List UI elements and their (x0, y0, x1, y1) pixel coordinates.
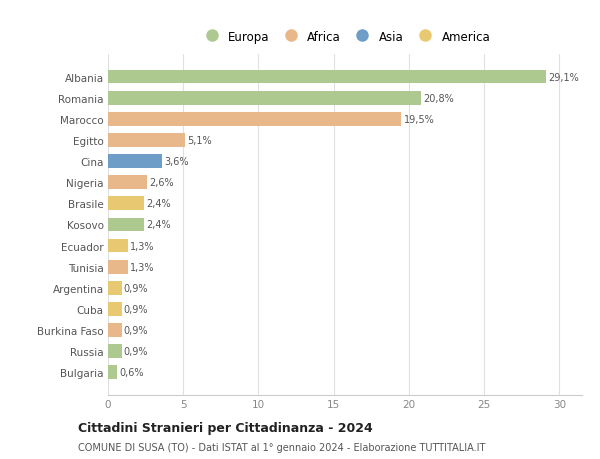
Text: 0,6%: 0,6% (119, 368, 144, 377)
Text: 1,3%: 1,3% (130, 241, 154, 251)
Text: 0,9%: 0,9% (124, 325, 148, 335)
Bar (108, 197, 144, 211)
Text: 3,6%: 3,6% (164, 157, 189, 167)
Legend: Europa, Africa, Asia, America: Europa, Africa, Asia, America (196, 27, 494, 47)
Bar (108, 134, 185, 147)
Bar (108, 366, 117, 379)
Bar (108, 176, 147, 190)
Text: 20,8%: 20,8% (423, 94, 454, 103)
Text: 0,9%: 0,9% (124, 304, 148, 314)
Bar (108, 324, 122, 337)
Text: COMUNE DI SUSA (TO) - Dati ISTAT al 1° gennaio 2024 - Elaborazione TUTTITALIA.IT: COMUNE DI SUSA (TO) - Dati ISTAT al 1° g… (78, 442, 485, 452)
Bar (108, 260, 128, 274)
Text: 0,9%: 0,9% (124, 283, 148, 293)
Text: 2,4%: 2,4% (146, 199, 171, 209)
Text: 5,1%: 5,1% (187, 135, 212, 146)
Bar (108, 92, 421, 105)
Bar (108, 239, 128, 253)
Bar (108, 71, 546, 84)
Bar (108, 112, 401, 126)
Bar (108, 345, 122, 358)
Text: 2,4%: 2,4% (146, 220, 171, 230)
Bar (108, 218, 144, 232)
Bar (108, 302, 122, 316)
Text: 1,3%: 1,3% (130, 262, 154, 272)
Bar (108, 281, 122, 295)
Bar (108, 155, 162, 168)
Text: 29,1%: 29,1% (548, 73, 579, 82)
Text: 0,9%: 0,9% (124, 347, 148, 356)
Text: 2,6%: 2,6% (149, 178, 174, 188)
Text: 19,5%: 19,5% (404, 115, 434, 124)
Text: Cittadini Stranieri per Cittadinanza - 2024: Cittadini Stranieri per Cittadinanza - 2… (78, 421, 373, 434)
